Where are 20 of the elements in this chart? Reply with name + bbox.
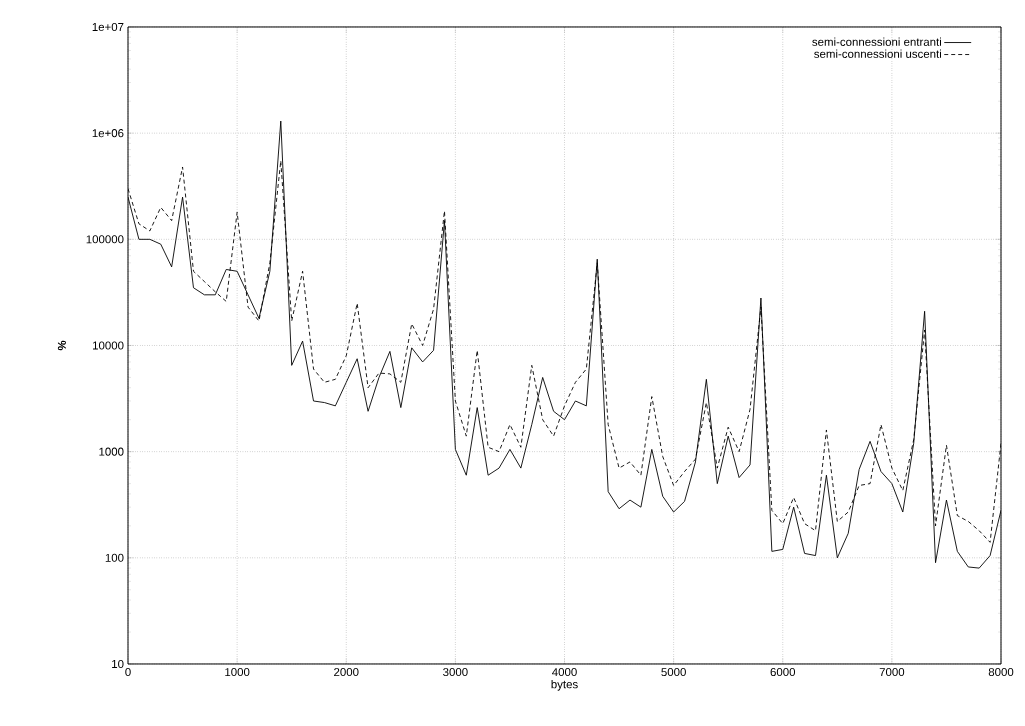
x-tick-label: 1000	[225, 668, 250, 677]
x-tick-label: 4000	[552, 668, 577, 677]
y-tick-label: 10000	[93, 341, 124, 350]
x-tick-label: 0	[125, 668, 131, 677]
y-tick-label: 1e+07	[92, 22, 124, 32]
y-tick-label: 1e+06	[92, 129, 124, 138]
y-tick-label: 100000	[86, 235, 124, 244]
x-axis-title: bytes	[551, 679, 578, 691]
x-tick-label: 3000	[443, 668, 468, 677]
x-tick-label: 8000	[988, 668, 1014, 677]
x-tick-label: 5000	[661, 668, 686, 677]
y-tick-label: 100	[105, 553, 124, 562]
x-tick-label: 6000	[770, 668, 796, 677]
y-tick-label: 10	[112, 659, 124, 669]
x-tick-label: 7000	[879, 668, 905, 677]
x-tick-label: 2000	[334, 668, 359, 677]
y-axis-title: %	[57, 340, 66, 351]
legend-label: semi-connessioni entranti	[812, 37, 941, 46]
y-tick-label: 1000	[99, 447, 124, 456]
legend-label: semi-connessioni uscenti	[814, 49, 941, 58]
